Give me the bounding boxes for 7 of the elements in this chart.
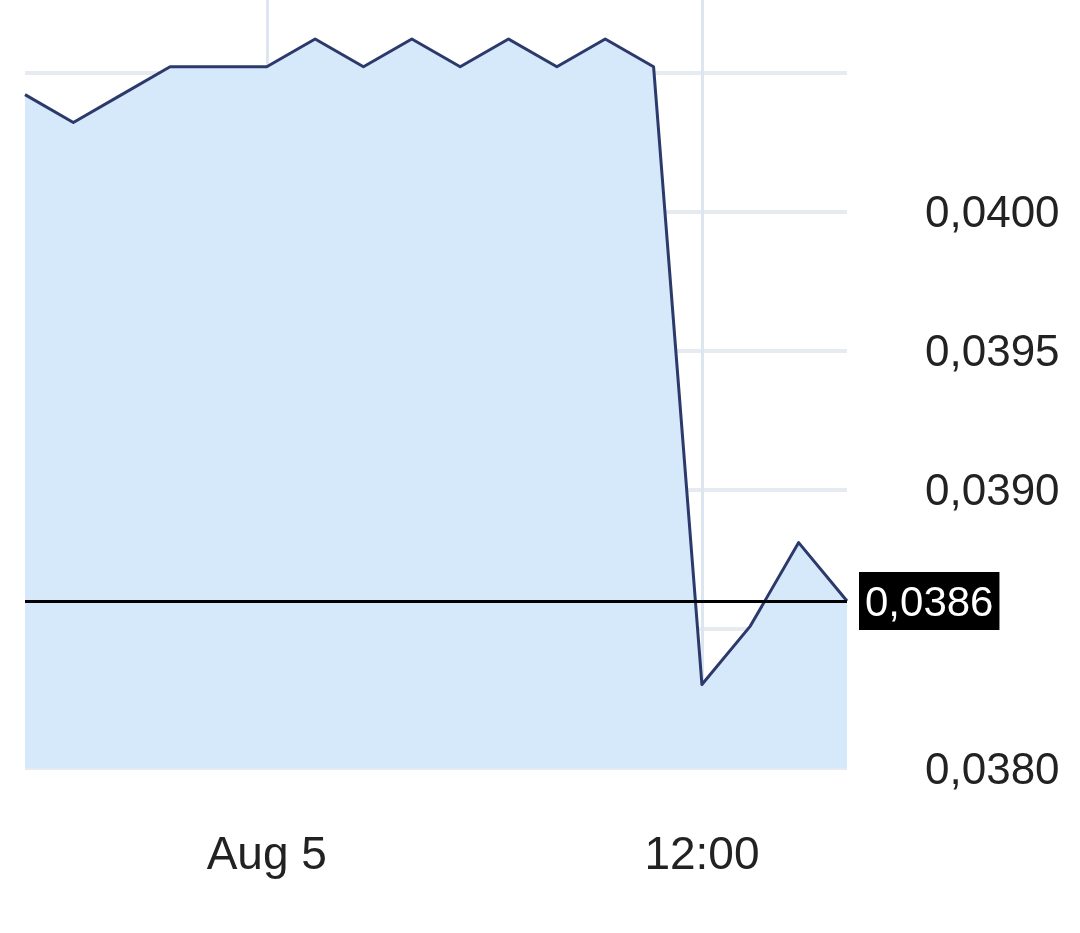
- y-tick-label: 0,0395: [925, 326, 1060, 376]
- y-tick-label: 0,0390: [925, 465, 1060, 515]
- ref-line-label: 0,0386: [865, 577, 994, 625]
- x-tick-label: 12:00: [644, 827, 760, 879]
- y-tick-label: 0,0400: [925, 186, 1060, 236]
- y-tick-label: 0,0380: [925, 743, 1060, 793]
- x-tick-label: Aug 5: [206, 827, 327, 879]
